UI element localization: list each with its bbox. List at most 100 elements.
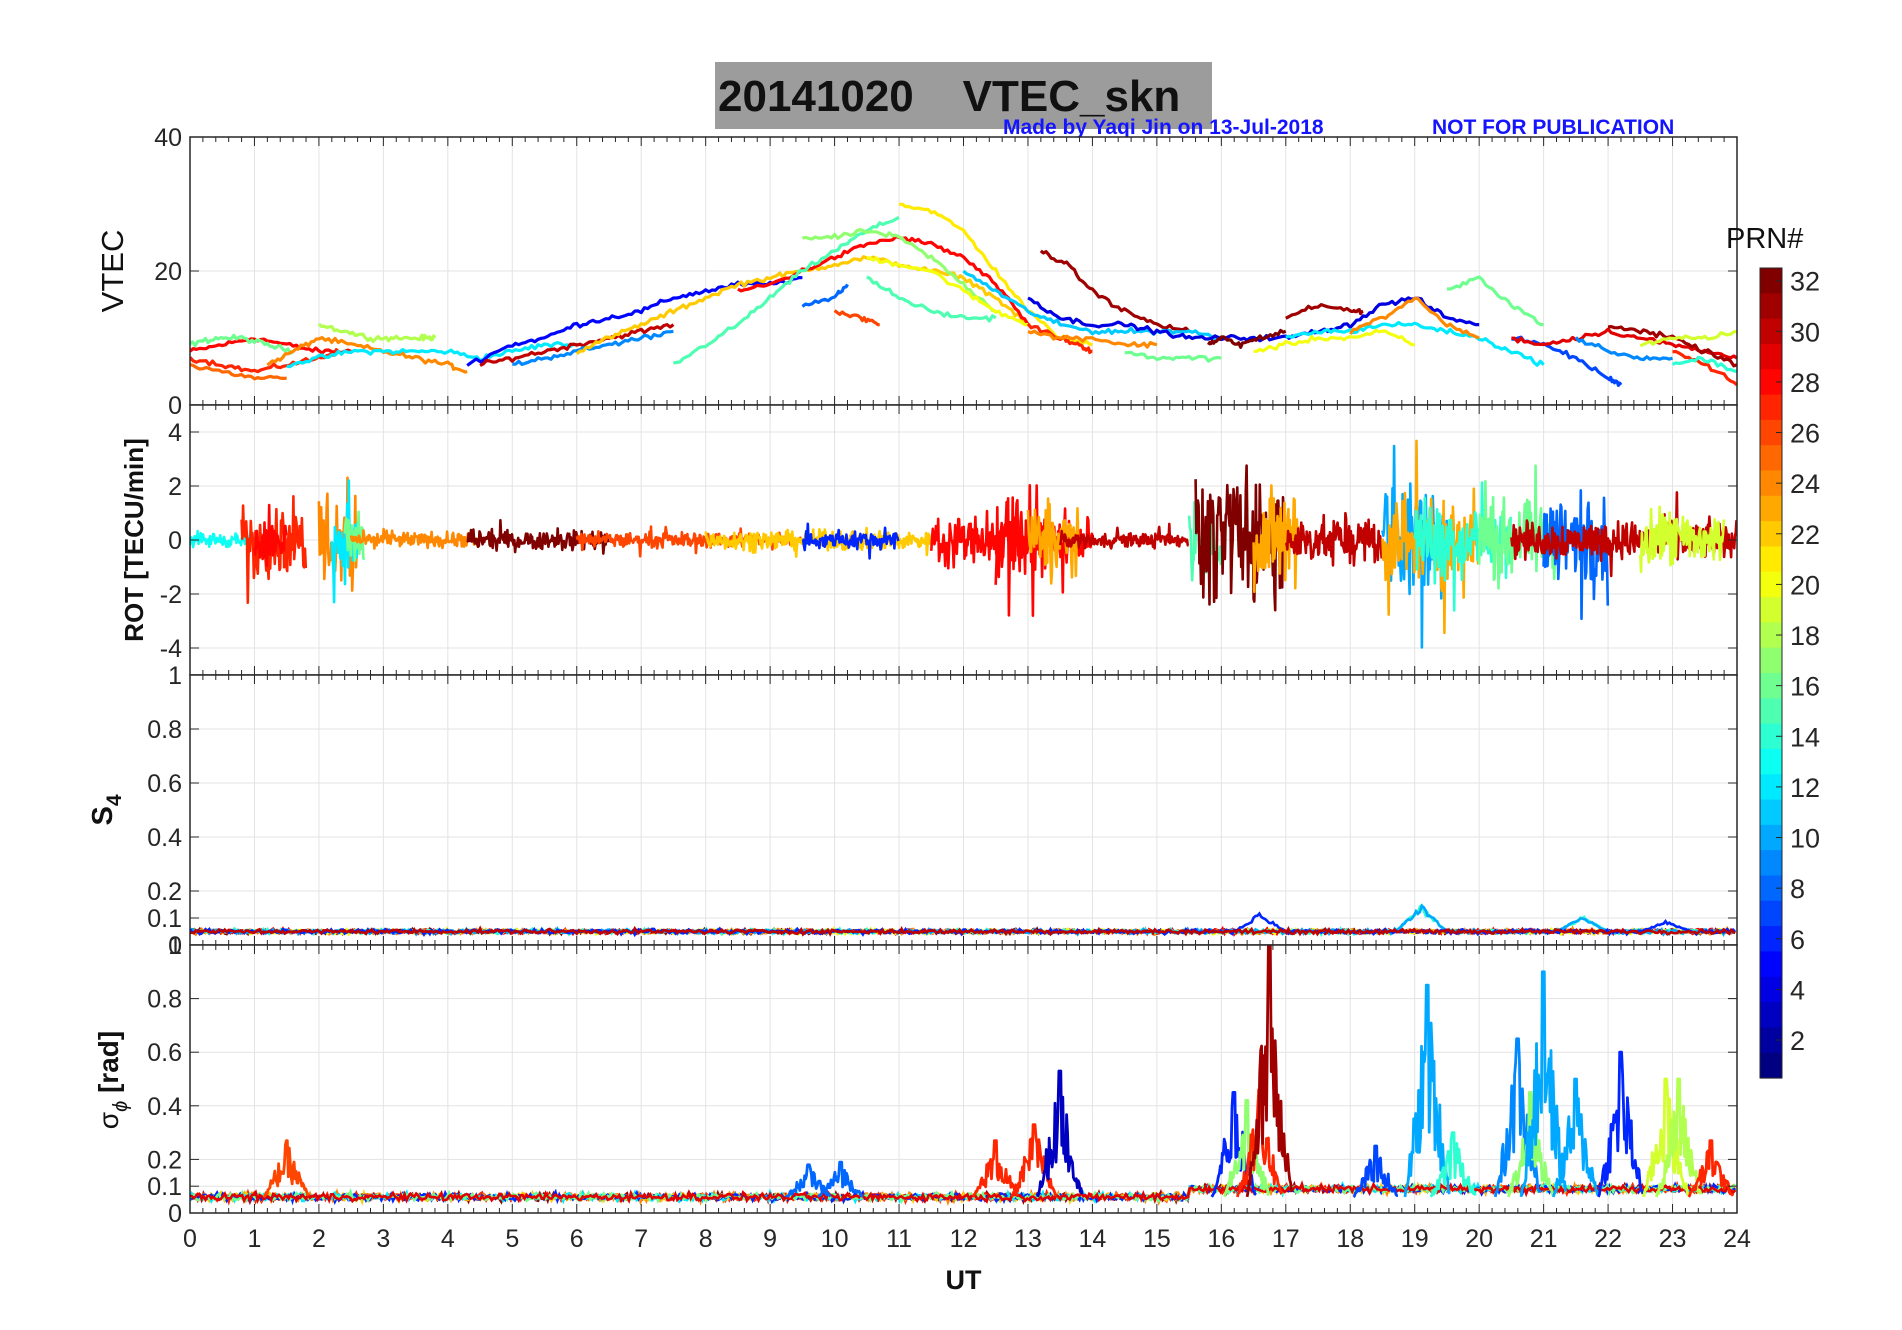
x-tick-label: 7 <box>634 1225 648 1253</box>
vtec-series-prn-14 <box>1671 355 1737 374</box>
title-background <box>715 62 1212 129</box>
sigphi-peak-prn-10 <box>1551 1077 1600 1198</box>
vtec-series-prn-27 <box>1026 322 1093 355</box>
rot-series-prn-19 <box>1639 505 1726 574</box>
vtec-series-prn-20 <box>866 256 1028 327</box>
sigphi-ylabel-unit: [rad] <box>93 1031 124 1101</box>
rot-series-prn-12 <box>330 479 359 604</box>
vtec-ylabel: VTEC <box>95 230 130 313</box>
x-tick-label: 21 <box>1530 1225 1558 1253</box>
vtec-series-prn-20 <box>1253 328 1415 353</box>
sigphi-ylabel-main: σ <box>93 1112 124 1129</box>
sigphi-peak-prn-31 <box>1245 945 1293 1198</box>
colorbar-tick-label: 18 <box>1790 621 1820 651</box>
x-tick-label: 20 <box>1465 1225 1493 1253</box>
x-tick-label: 2 <box>312 1225 326 1253</box>
x-tick-label: 1 <box>248 1225 262 1253</box>
sigphi-peak-prn-27 <box>1010 1123 1058 1198</box>
colorbar-tick-label: 8 <box>1790 874 1805 904</box>
colorbar-tick-label: 12 <box>1790 773 1820 803</box>
sigphi-peak-prn-14 <box>1429 1131 1477 1198</box>
colorbar-segment <box>1760 951 1782 978</box>
y-tick-label: 0 <box>168 932 182 960</box>
rot-series-prn-28 <box>253 503 288 568</box>
panel-s4 <box>189 674 1738 946</box>
y-tick-label: 20 <box>154 258 182 286</box>
x-tick-label: 16 <box>1207 1225 1235 1253</box>
colorbar-segment <box>1760 774 1782 801</box>
y-tick-label: 0.8 <box>147 986 182 1014</box>
colorbar-label: PRN# <box>1726 223 1803 255</box>
vtec-series-prn-4 <box>1027 296 1480 343</box>
vtec-series-prn-9 <box>1574 336 1673 362</box>
colorbar-tick-label: 4 <box>1790 975 1805 1005</box>
y-tick-label: 2 <box>168 473 182 501</box>
colorbar-segment <box>1760 647 1782 674</box>
y-tick-label: 0.4 <box>147 1093 182 1121</box>
y-tick-label: 0 <box>168 527 182 555</box>
colorbar-tick-label: 20 <box>1790 570 1820 600</box>
sigphi-ylabel-group: σϕ [rad] <box>93 1031 132 1129</box>
vtec-series-prn-24 <box>266 336 468 374</box>
s4-ylabel: S4 <box>87 794 126 825</box>
credit-notice: NOT FOR PUBLICATION <box>1432 116 1675 139</box>
x-tick-label: 22 <box>1594 1225 1622 1253</box>
colorbar-segment <box>1760 799 1782 826</box>
colorbar-segment <box>1760 698 1782 725</box>
y-tick-label: 0.1 <box>147 1173 182 1201</box>
x-tick-label: 9 <box>763 1225 777 1253</box>
y-tick-label: 0.4 <box>147 824 182 852</box>
vtec-series-prn-18 <box>317 322 437 344</box>
colorbar-segment <box>1760 850 1782 877</box>
sigphi-peak-prn-17 <box>1223 1099 1270 1198</box>
sigphi-peak-prn-3 <box>1036 1069 1084 1198</box>
rot-series-prn-6 <box>801 522 900 560</box>
sigphi-series-group <box>190 945 1737 1207</box>
x-tick-label: 12 <box>950 1225 978 1253</box>
colorbar-segment <box>1760 394 1782 421</box>
y-tick-label: 0.8 <box>147 716 182 744</box>
vtec-series-prn-16 <box>1446 275 1544 327</box>
sigphi-peak-prn-8 <box>817 1160 864 1198</box>
vtec-series-prn-9 <box>512 329 674 366</box>
colorbar-segment <box>1760 521 1782 548</box>
sigphi-peak-prn-27 <box>1687 1139 1735 1198</box>
x-tick-label: 3 <box>376 1225 390 1253</box>
x-tick-label: 4 <box>441 1225 455 1253</box>
rot-series-prn-16 <box>343 510 366 562</box>
vtec-series-prn-17 <box>802 228 997 313</box>
sigphi-peak-prn-19 <box>1642 1077 1690 1198</box>
vtec-series-prn-31 <box>1285 303 1364 320</box>
colorbar-segment <box>1760 318 1782 345</box>
s4-ylabel-group: S4 <box>87 794 126 825</box>
sigphi-series-prn-29 <box>190 1180 1737 1205</box>
colorbar-tick-label: 28 <box>1790 368 1820 398</box>
y-tick-label: 4 <box>168 419 182 447</box>
colorbar-segment <box>1760 546 1782 573</box>
vtec-series-prn-8 <box>801 283 849 308</box>
x-tick-label: 19 <box>1401 1225 1429 1253</box>
panel-axes-sigphi: 00.10.20.40.60.81 <box>147 932 1738 1228</box>
vtec-series-prn-31 <box>1039 249 1191 333</box>
sigphi-peak-prn-17 <box>1506 1091 1554 1198</box>
x-tick-label: 13 <box>1014 1225 1042 1253</box>
colorbar-tick-label: 24 <box>1790 469 1820 499</box>
colorbar-segment <box>1760 900 1782 927</box>
sigphi-peak-prn-8 <box>785 1163 832 1198</box>
vtec-series-prn-12 <box>1285 320 1545 367</box>
chart-title: 20141020 VTEC_skn <box>718 72 1181 121</box>
colorbar-segment <box>1760 673 1782 699</box>
s4-series-group <box>190 903 1737 938</box>
sigphi-ylabel-sub: ϕ <box>110 1101 132 1112</box>
vtec-series-prn-32 <box>1207 328 1287 349</box>
colorbar-segment <box>1760 875 1782 902</box>
vtec-series-prn-12 <box>286 341 578 369</box>
vtec-ylabel-group: VTEC <box>95 230 130 313</box>
x-tick-label: 6 <box>570 1225 584 1253</box>
rot-series-prn-23 <box>1026 497 1081 585</box>
colorbar-tick-label: 14 <box>1790 722 1820 752</box>
x-axis-label: UT <box>946 1265 982 1295</box>
colorbar-tick-label: 30 <box>1790 317 1820 347</box>
